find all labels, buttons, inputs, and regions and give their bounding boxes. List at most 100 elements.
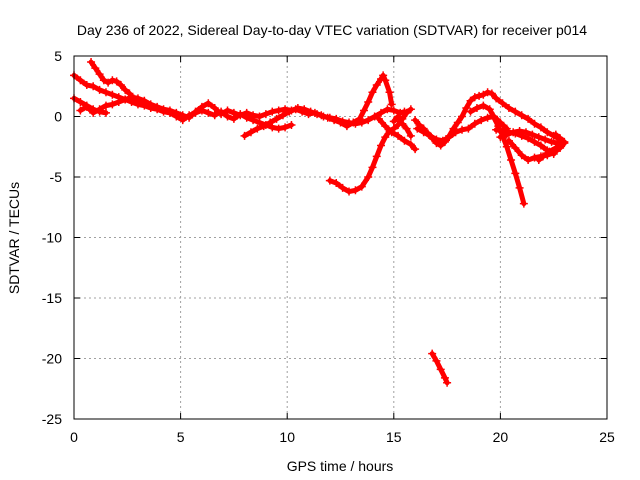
- data-point: [368, 88, 377, 97]
- series-track-16: [428, 349, 452, 387]
- data-point: [389, 106, 398, 115]
- data-point: [453, 118, 462, 127]
- data-point: [511, 169, 520, 178]
- data-point: [511, 143, 520, 152]
- data-point: [285, 107, 294, 116]
- data-point: [541, 135, 550, 144]
- grid: [74, 56, 607, 419]
- data-point: [507, 156, 516, 165]
- data-point: [387, 100, 396, 109]
- data-point: [530, 153, 539, 162]
- ticks: [73, 55, 608, 420]
- data-point: [406, 105, 415, 114]
- data-point: [191, 107, 200, 116]
- data-point: [502, 130, 511, 139]
- data-point: [466, 96, 475, 105]
- data-point: [210, 104, 219, 113]
- data-point: [483, 88, 492, 97]
- x-tick-label: 5: [177, 429, 185, 445]
- data-point: [419, 128, 428, 137]
- data-point: [556, 134, 565, 143]
- data-point: [530, 119, 539, 128]
- data-point: [272, 114, 281, 123]
- y-tick-label: -10: [42, 230, 62, 246]
- x-tick-label: 20: [493, 429, 509, 445]
- data-point: [515, 127, 524, 136]
- data-point: [278, 111, 287, 120]
- data-point: [89, 108, 98, 117]
- series-track-8: [389, 112, 415, 140]
- data-point: [242, 108, 251, 117]
- data-point: [509, 128, 518, 137]
- data-point: [551, 143, 560, 152]
- data-point: [498, 99, 507, 108]
- data-point: [114, 97, 123, 106]
- data-point: [274, 106, 283, 115]
- data-point: [432, 356, 441, 365]
- data-point: [95, 70, 104, 79]
- data-point: [108, 76, 117, 85]
- data-point: [146, 100, 155, 109]
- data-point: [82, 102, 91, 111]
- data-point: [398, 119, 407, 128]
- series-track-5: [240, 71, 396, 140]
- data-point: [121, 85, 130, 94]
- data-point: [345, 187, 354, 196]
- data-point: [406, 131, 415, 140]
- data-point: [372, 81, 381, 90]
- data-point: [101, 108, 110, 117]
- data-point: [458, 112, 467, 121]
- data-point: [229, 108, 238, 117]
- tick-labels: 0 5 10 15 20 25 5 0 -5 -10 -15 -20 -25: [42, 48, 615, 445]
- chart-title: Day 236 of 2022, Sidereal Day-to-day VTE…: [77, 22, 587, 38]
- y-tick-label: 5: [54, 48, 62, 64]
- data-point: [255, 112, 264, 121]
- data-point: [249, 111, 258, 120]
- data-point: [504, 136, 513, 145]
- data-point: [91, 64, 100, 73]
- data-point: [338, 183, 347, 192]
- data-point: [236, 111, 245, 120]
- data-point: [349, 118, 358, 127]
- data-point: [172, 108, 181, 117]
- data-point: [268, 107, 277, 116]
- data-point: [342, 122, 351, 131]
- data-point: [377, 141, 386, 150]
- x-tick-label: 15: [386, 429, 402, 445]
- data-point: [521, 128, 530, 137]
- y-tick-label: -25: [42, 411, 62, 427]
- data-point: [387, 128, 396, 137]
- data-point: [517, 111, 526, 120]
- data-point: [490, 113, 499, 122]
- data-point: [496, 133, 505, 142]
- y-tick-label: 0: [54, 109, 62, 125]
- data-point: [370, 112, 379, 121]
- data-point: [462, 104, 471, 113]
- data-point: [534, 156, 543, 165]
- series-track-6: [325, 105, 415, 196]
- data-point: [210, 111, 219, 120]
- data-point: [472, 104, 481, 113]
- data-point: [477, 116, 486, 125]
- data-point: [364, 97, 373, 106]
- data-point: [330, 116, 339, 125]
- data-point: [413, 124, 422, 133]
- data-point: [240, 131, 249, 140]
- data-point: [323, 113, 332, 122]
- data-point: [298, 107, 307, 116]
- data-point: [101, 101, 110, 110]
- data-point: [364, 116, 373, 125]
- data-point: [517, 151, 526, 160]
- data-point: [432, 135, 441, 144]
- data-point: [402, 108, 411, 117]
- data-point: [458, 125, 467, 134]
- series-track-7: [374, 114, 420, 154]
- data-point: [125, 89, 134, 98]
- data-point: [108, 90, 117, 99]
- y-tick-label: -20: [42, 351, 62, 367]
- data-point: [385, 88, 394, 97]
- y-tick-label: -5: [50, 169, 63, 185]
- data-point: [519, 199, 528, 208]
- data-point: [165, 106, 174, 115]
